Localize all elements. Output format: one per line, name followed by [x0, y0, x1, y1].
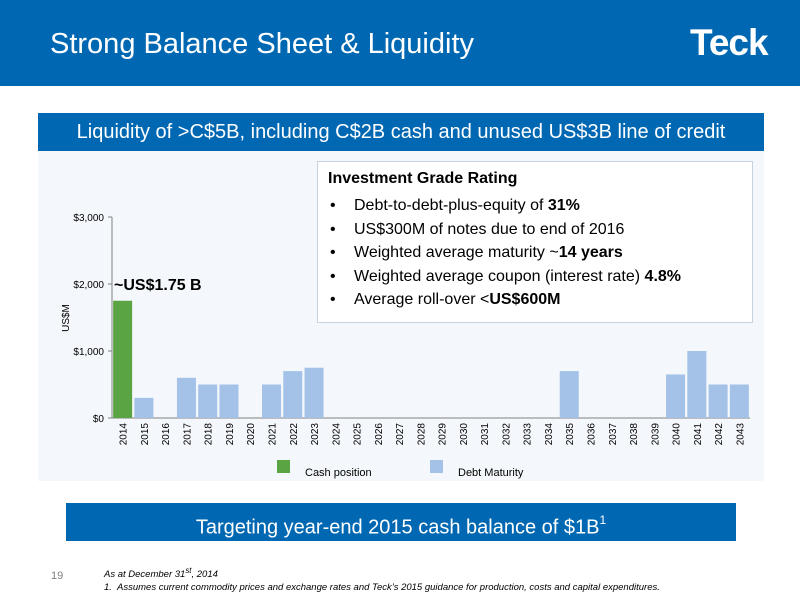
- x-tick-label: 2017: [182, 423, 193, 446]
- x-tick-label: 2018: [204, 423, 215, 446]
- rating-bullet: Weighted average maturity ~14 years: [328, 241, 752, 265]
- x-tick-label: 2021: [268, 423, 279, 446]
- legend-swatch: [430, 460, 443, 473]
- bar-2041: [687, 351, 707, 418]
- bar-2035: [559, 371, 579, 418]
- x-tick-label: 2028: [416, 423, 427, 446]
- y-tick-label: $0: [93, 414, 105, 425]
- y-tick-label: $3,000: [73, 213, 104, 224]
- x-tick-label: 2019: [225, 423, 236, 446]
- footnote-marker: 1: [599, 513, 607, 527]
- footnotes: As at December 31st, 2014 1. Assumes curr…: [104, 564, 660, 594]
- page-number: 19: [51, 570, 64, 582]
- x-tick-label: 2034: [544, 423, 555, 446]
- x-tick-label: 2036: [587, 423, 598, 446]
- page-title: Strong Balance Sheet & Liquidity: [50, 28, 474, 60]
- x-tick-label: 2029: [438, 423, 449, 446]
- header-bar: Strong Balance Sheet & Liquidity Teck: [0, 0, 800, 86]
- investment-grade-box: Investment Grade Rating Debt-to-debt-plu…: [317, 161, 753, 323]
- x-tick-label: 2042: [714, 423, 725, 446]
- teck-logo: Teck: [690, 22, 769, 63]
- x-tick-label: 2039: [650, 423, 661, 446]
- x-tick-label: 2033: [523, 423, 534, 446]
- rating-title: Investment Grade Rating: [328, 170, 518, 187]
- rating-list: Debt-to-debt-plus-equity of 31% US$300M …: [328, 194, 752, 312]
- x-tick-label: 2022: [289, 423, 300, 446]
- x-tick-label: 2040: [672, 423, 683, 446]
- rating-bullet: Weighted average coupon (interest rate) …: [328, 265, 752, 289]
- rating-bullet: Average roll-over <US$600M: [328, 288, 752, 312]
- x-tick-label: 2031: [480, 423, 491, 446]
- target-banner-text: Targeting year-end 2015 cash balance of …: [195, 516, 600, 539]
- bar-2018: [198, 384, 218, 418]
- as-at-note: As at December 31st, 2014: [104, 566, 218, 581]
- bar-2021: [262, 384, 281, 418]
- x-tick-label: 2027: [395, 423, 406, 446]
- x-tick-label: 2014: [119, 423, 130, 446]
- legend-swatch: [277, 460, 290, 473]
- rating-bullet: US$300M of notes due to end of 2016: [328, 218, 752, 242]
- x-tick-label: 2043: [735, 423, 746, 446]
- x-tick-label: 2020: [246, 423, 257, 446]
- legend-label: Cash position: [305, 467, 372, 479]
- bar-2015: [134, 397, 154, 418]
- x-tick-label: 2037: [608, 423, 619, 446]
- x-tick-label: 2023: [310, 423, 321, 446]
- target-banner: Targeting year-end 2015 cash balance of …: [66, 503, 736, 541]
- rating-bullet: Debt-to-debt-plus-equity of 31%: [328, 194, 752, 218]
- legend-label: Debt Maturity: [458, 467, 524, 479]
- liquidity-banner: Liquidity of >C$5B, including C$2B cash …: [38, 113, 764, 151]
- y-tick-label: $1,000: [73, 347, 104, 358]
- x-tick-label: 2035: [565, 423, 576, 446]
- x-tick-label: 2041: [693, 423, 704, 446]
- x-tick-label: 2016: [161, 423, 172, 446]
- bar-2019: [219, 384, 239, 418]
- x-tick-label: 2026: [374, 423, 385, 446]
- x-tick-label: 2030: [459, 423, 470, 446]
- bar-2023: [304, 367, 324, 418]
- bar-2014: [113, 300, 133, 418]
- bar-2017: [176, 377, 196, 418]
- cash-annotation: ~US$1.75 B: [114, 277, 202, 294]
- bar-2043: [729, 384, 749, 418]
- x-tick-label: 2015: [140, 423, 151, 446]
- bar-2022: [283, 371, 303, 418]
- bar-2040: [666, 374, 686, 418]
- y-tick-label: $2,000: [73, 280, 104, 291]
- footnote-1: 1. Assumes current commodity prices and e…: [104, 582, 660, 594]
- x-tick-label: 2024: [331, 423, 342, 446]
- y-axis-label: US$M: [61, 304, 72, 332]
- x-tick-label: 2025: [353, 423, 364, 446]
- x-tick-label: 2032: [501, 423, 512, 446]
- bar-2042: [708, 384, 728, 418]
- x-tick-label: 2038: [629, 423, 640, 446]
